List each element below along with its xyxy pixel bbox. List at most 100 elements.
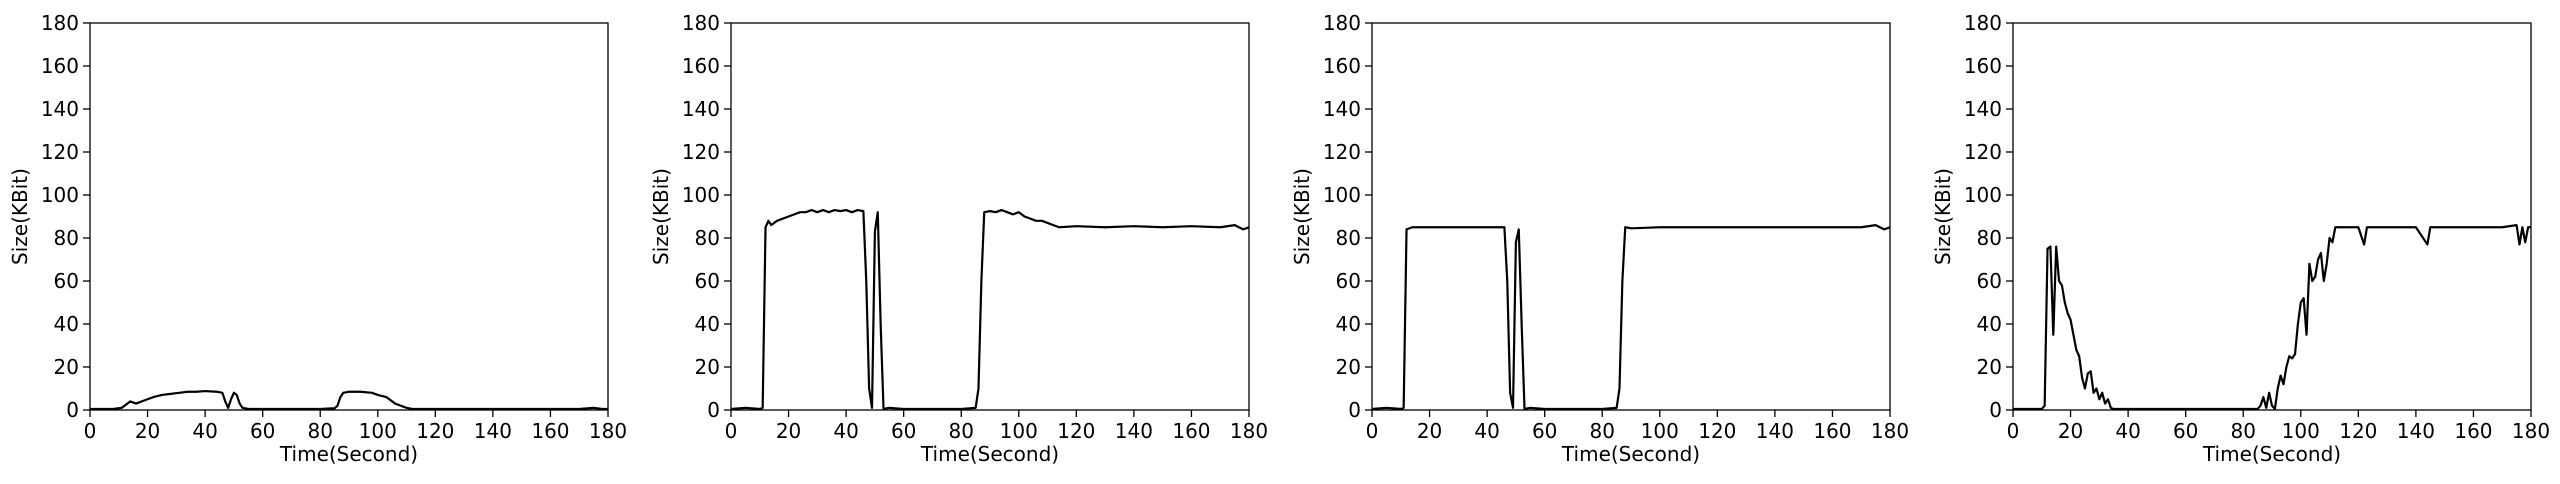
x-tick-label: 20 <box>1417 419 1442 443</box>
series-line-1 <box>90 389 608 411</box>
y-tick-label: 140 <box>1964 97 2002 121</box>
x-tick-label: 60 <box>891 419 916 443</box>
x-tick-label: 140 <box>474 419 512 443</box>
x-tick-label: 60 <box>250 419 275 443</box>
y-tick-label: 140 <box>41 97 79 121</box>
x-tick-label: 0 <box>2007 419 2020 443</box>
x-tick-label: 40 <box>833 419 858 443</box>
plot-frame <box>1371 22 1891 411</box>
chart-panel-2: 0 20 40 60 80 100 120 140 160 180 0 20 40 60 80 100 120 1… <box>649 11 1268 466</box>
y-tick-label: 160 <box>682 54 720 78</box>
x-tick-label: 100 <box>1641 419 1679 443</box>
y-axis-label: Size(KBit) <box>8 168 32 265</box>
series-line-1 <box>2013 224 2531 411</box>
y-tick-label: 80 <box>695 226 720 250</box>
x-tick-label: 60 <box>1532 419 1557 443</box>
x-axis-label: Time(Second) <box>2202 442 2341 466</box>
y-tick-label: 20 <box>695 355 720 379</box>
plot-frame <box>730 22 1250 411</box>
y-tick-label: 120 <box>41 140 79 164</box>
y-tick-label: 0 <box>1989 398 2002 422</box>
x-tick-label: 160 <box>1172 419 1210 443</box>
chart-panel-3: 0 20 40 60 80 100 120 140 160 180 0 20 40 60 80 100 120 1… <box>1290 11 1909 466</box>
y-tick-label: 20 <box>54 355 79 379</box>
y-tick-label: 120 <box>1323 140 1361 164</box>
y-tick-label: 0 <box>707 398 720 422</box>
x-tick-label: 140 <box>1756 419 1794 443</box>
x-tick-label: 160 <box>531 419 569 443</box>
x-tick-label: 100 <box>1000 419 1038 443</box>
y-tick-label: 100 <box>1323 183 1361 207</box>
plot-frame <box>2012 22 2532 411</box>
y-tick-label: 20 <box>1977 355 2002 379</box>
x-tick-label: 0 <box>725 419 738 443</box>
y-tick-label: 20 <box>1336 355 1361 379</box>
x-tick-label: 120 <box>1057 419 1095 443</box>
y-tick-label: 160 <box>1323 54 1361 78</box>
y-tick-label: 60 <box>54 269 79 293</box>
x-tick-label: 20 <box>776 419 801 443</box>
x-tick-label: 180 <box>1871 419 1909 443</box>
x-axis-label: Time(Second) <box>920 442 1059 466</box>
chart-panel-4: 0 20 40 60 80 100 120 140 160 180 0 20 40 60 80 100 120 1… <box>1931 11 2550 466</box>
x-tick-label: 60 <box>2173 419 2198 443</box>
x-tick-label: 180 <box>589 419 627 443</box>
y-tick-label: 160 <box>1964 54 2002 78</box>
y-tick-label: 0 <box>1348 398 1361 422</box>
y-tick-label: 40 <box>1977 312 2002 336</box>
x-tick-label: 180 <box>1230 419 1268 443</box>
y-tick-label: 0 <box>66 398 79 422</box>
x-tick-label: 140 <box>1115 419 1153 443</box>
y-tick-label: 80 <box>1977 226 2002 250</box>
x-tick-label: 100 <box>2282 419 2320 443</box>
x-tick-label: 160 <box>1813 419 1851 443</box>
x-tick-label: 120 <box>2339 419 2377 443</box>
y-tick-label: 120 <box>682 140 720 164</box>
x-tick-label: 180 <box>2512 419 2550 443</box>
plot-frame <box>89 22 609 411</box>
x-tick-label: 120 <box>416 419 454 443</box>
y-tick-label: 140 <box>1323 97 1361 121</box>
y-tick-label: 180 <box>1964 11 2002 35</box>
y-tick-label: 80 <box>54 226 79 250</box>
y-tick-label: 120 <box>1964 140 2002 164</box>
x-tick-label: 140 <box>2397 419 2435 443</box>
x-tick-label: 80 <box>1589 419 1614 443</box>
x-tick-label: 40 <box>2115 419 2140 443</box>
x-axis-label: Time(Second) <box>1561 442 1700 466</box>
x-tick-label: 0 <box>84 419 97 443</box>
x-tick-label: 120 <box>1698 419 1736 443</box>
y-tick-label: 80 <box>1336 226 1361 250</box>
y-tick-label: 60 <box>1336 269 1361 293</box>
series-line-1 <box>1371 224 1891 411</box>
x-tick-label: 40 <box>192 419 217 443</box>
x-tick-label: 20 <box>2058 419 2083 443</box>
y-tick-label: 40 <box>54 312 79 336</box>
x-tick-label: 80 <box>2230 419 2255 443</box>
y-tick-label: 60 <box>695 269 720 293</box>
y-tick-label: 140 <box>682 97 720 121</box>
x-tick-label: 80 <box>948 419 973 443</box>
x-tick-label: 20 <box>135 419 160 443</box>
x-tick-label: 160 <box>2454 419 2492 443</box>
y-axis-label: Size(KBit) <box>649 168 673 265</box>
y-axis-label: Size(KBit) <box>1931 168 1955 265</box>
y-tick-label: 180 <box>41 11 79 35</box>
series-line-1 <box>730 208 1250 411</box>
y-tick-label: 40 <box>1336 312 1361 336</box>
y-tick-label: 40 <box>695 312 720 336</box>
y-tick-label: 100 <box>682 183 720 207</box>
y-tick-label: 100 <box>41 183 79 207</box>
y-axis-label: Size(KBit) <box>1290 168 1314 265</box>
x-tick-label: 40 <box>1474 419 1499 443</box>
x-axis-label: Time(Second) <box>279 442 418 466</box>
x-tick-label: 80 <box>307 419 332 443</box>
y-tick-label: 160 <box>41 54 79 78</box>
chart-panel-1: 0 20 40 60 80 100 120 140 160 180 0 20 40 60 80 100 120 1… <box>8 11 627 466</box>
y-tick-label: 180 <box>1323 11 1361 35</box>
y-tick-label: 100 <box>1964 183 2002 207</box>
y-tick-label: 60 <box>1977 269 2002 293</box>
y-tick-label: 180 <box>682 11 720 35</box>
